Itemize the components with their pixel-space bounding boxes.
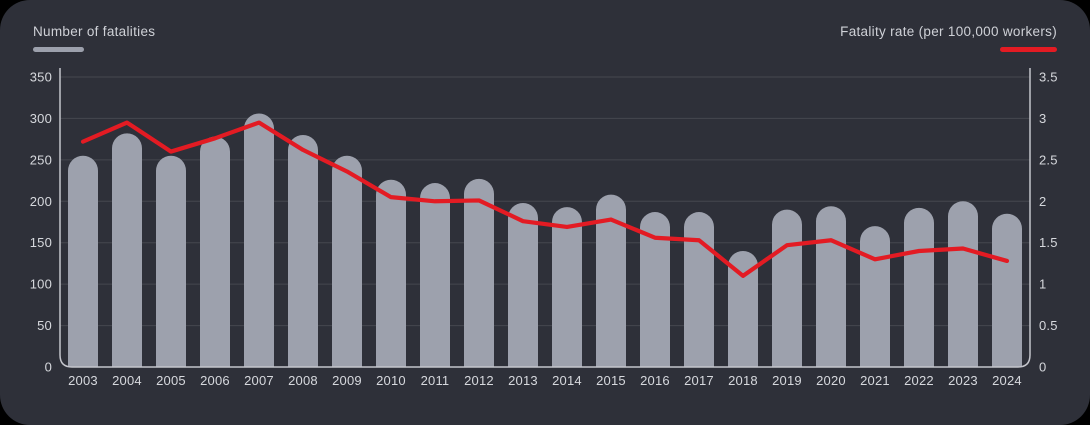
x-tick-label: 2013 <box>508 373 538 388</box>
x-tick-label: 2004 <box>112 373 142 388</box>
y-right-tick-label: 3.5 <box>1039 70 1058 85</box>
x-tick-label: 2019 <box>772 373 802 388</box>
bar-2011 <box>420 183 450 367</box>
bar-2004 <box>112 133 142 367</box>
x-tick-label: 2009 <box>332 373 362 388</box>
legend-fatality-rate: Fatality rate (per 100,000 workers) <box>840 24 1057 52</box>
bar-2019 <box>772 209 802 367</box>
y-right-tick-label: 1 <box>1039 277 1046 292</box>
x-tick-label: 2006 <box>200 373 230 388</box>
legend-fatalities-label: Number of fatalities <box>33 24 156 39</box>
x-tick-label: 2012 <box>464 373 494 388</box>
bar-2015 <box>596 194 626 367</box>
bar-2020 <box>816 206 846 367</box>
y-left-tick-label: 350 <box>30 70 52 85</box>
x-tick-label: 2020 <box>816 373 846 388</box>
x-tick-label: 2005 <box>156 373 186 388</box>
x-tick-label: 2017 <box>684 373 714 388</box>
y-left-tick-label: 100 <box>30 277 52 292</box>
x-tick-label: 2008 <box>288 373 318 388</box>
bar-2009 <box>332 155 362 367</box>
x-tick-label: 2023 <box>948 373 978 388</box>
bar-2018 <box>728 251 758 367</box>
bar-2008 <box>288 135 318 367</box>
bar-2016 <box>640 212 670 367</box>
bar-2013 <box>508 202 538 367</box>
legend-fatality-rate-label: Fatality rate (per 100,000 workers) <box>840 24 1057 39</box>
bar-2006 <box>200 136 230 367</box>
y-left-tick-label: 150 <box>30 235 52 250</box>
fatality-rate-line <box>80 120 1010 278</box>
bar-2024 <box>992 213 1022 367</box>
y-left-tick-label: 300 <box>30 111 52 126</box>
x-tick-label: 2011 <box>421 373 450 388</box>
x-tick-label: 2022 <box>904 373 934 388</box>
x-tick-label: 2024 <box>992 373 1022 388</box>
legend-fatalities-swatch <box>33 47 84 52</box>
bar-2023 <box>948 201 978 367</box>
axis-frame <box>59 68 1031 368</box>
y-left-tick-label: 0 <box>45 360 52 375</box>
x-tick-label: 2010 <box>376 373 406 388</box>
x-tick-label: 2018 <box>728 373 758 388</box>
bar-2021 <box>860 226 890 367</box>
x-tick-label: 2016 <box>640 373 670 388</box>
x-tick-label: 2014 <box>552 373 582 388</box>
legend-fatality-rate-swatch <box>1000 47 1057 52</box>
bar-2014 <box>552 207 582 367</box>
x-tick-label: 2003 <box>68 373 98 388</box>
bar-2010 <box>376 179 406 367</box>
y-right-tick-label: 0 <box>1039 360 1046 375</box>
y-left-tick-label: 250 <box>30 152 52 167</box>
y-left-tick-label: 50 <box>37 318 52 333</box>
legend-fatalities: Number of fatalities <box>33 24 155 52</box>
bar-2022 <box>904 207 934 367</box>
bar-2005 <box>156 155 186 367</box>
bar-2017 <box>684 212 714 367</box>
y-right-tick-label: 3 <box>1039 111 1046 126</box>
x-tick-label: 2021 <box>860 373 890 388</box>
y-left-tick-label: 200 <box>30 194 52 209</box>
bar-2012 <box>464 178 494 367</box>
x-tick-label: 2007 <box>244 373 274 388</box>
y-right-tick-label: 0.5 <box>1039 318 1058 333</box>
x-tick-label: 2015 <box>596 373 626 388</box>
bar-2003 <box>68 155 98 367</box>
bar-2007 <box>244 113 274 367</box>
y-right-tick-label: 2.5 <box>1039 152 1058 167</box>
y-right-tick-label: 1.5 <box>1039 235 1058 250</box>
y-right-tick-label: 2 <box>1039 194 1046 209</box>
